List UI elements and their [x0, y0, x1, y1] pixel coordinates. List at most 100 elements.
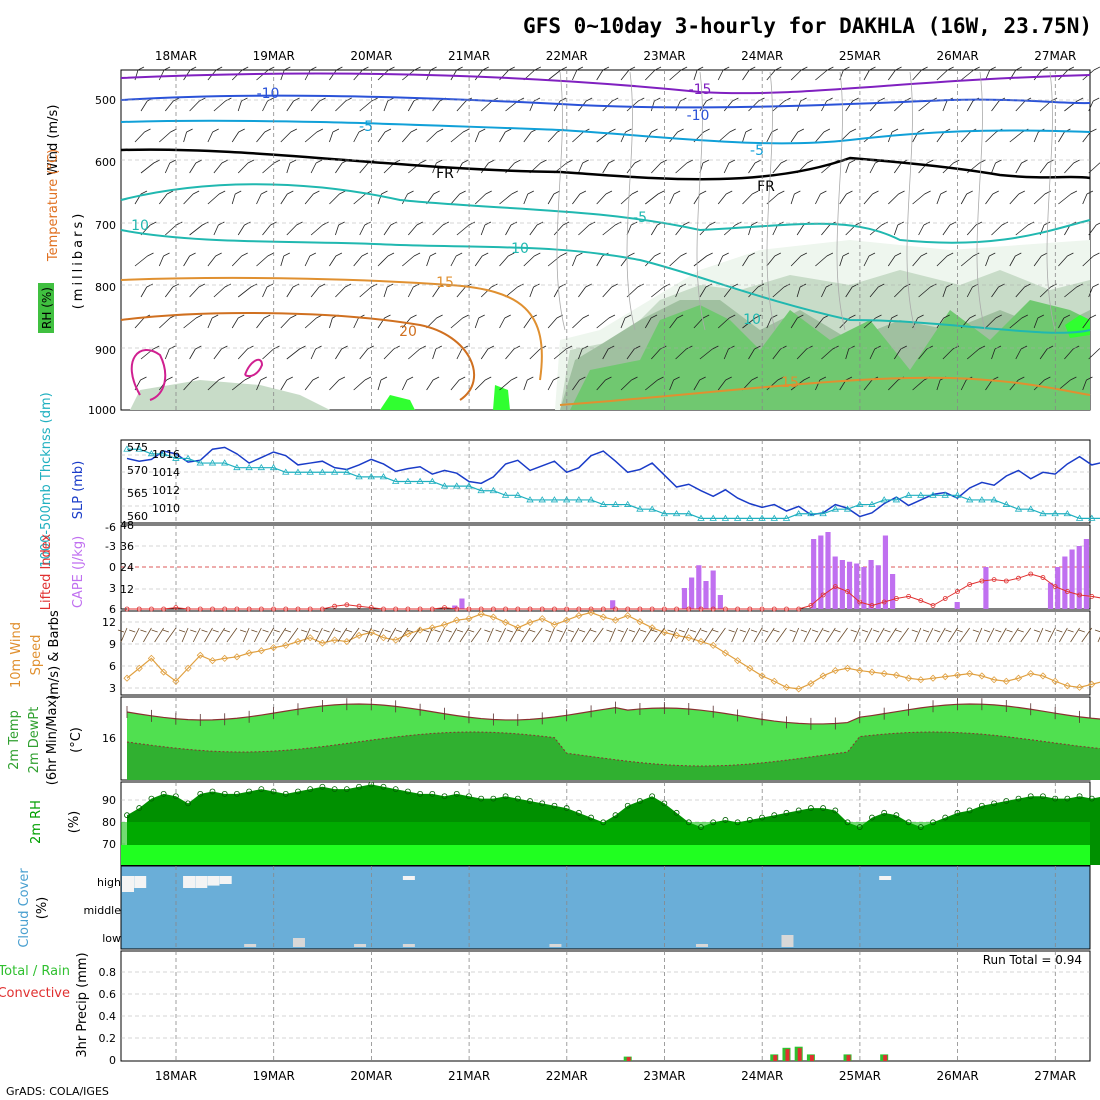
wind-barb — [450, 128, 470, 143]
lifted-index-marker — [1003, 578, 1009, 584]
wind-barb — [353, 128, 366, 143]
rh-marker — [392, 786, 399, 793]
rh-marker — [1015, 795, 1022, 802]
wind-barb — [766, 252, 781, 267]
thickness-marker — [184, 454, 192, 461]
wind-barb-10m — [712, 627, 726, 643]
wind10-series-layer — [117, 608, 1100, 693]
thickness-marker — [269, 463, 278, 471]
wind-barb — [547, 66, 568, 81]
wind-speed-marker — [428, 624, 436, 632]
wind-barb — [675, 345, 693, 360]
wind-barb — [286, 97, 300, 112]
cape-bar — [832, 556, 838, 609]
wind-barb — [262, 221, 277, 236]
tick-label: 700 — [95, 219, 116, 232]
wind-barb — [280, 66, 291, 81]
wind-speed-marker — [404, 630, 412, 638]
thickness-marker — [404, 477, 412, 484]
precip-panel — [120, 950, 1091, 1062]
thickness-marker — [611, 500, 620, 507]
thickness-marker — [892, 496, 901, 503]
wind-barb-10m — [262, 627, 274, 643]
wind-barb — [159, 128, 177, 143]
rh-marker — [624, 802, 631, 809]
wind-barb — [474, 128, 486, 143]
thickness-marker — [489, 486, 498, 494]
wind-speed-marker — [538, 615, 546, 623]
cloud-high-bar — [134, 876, 147, 888]
wind-barb — [966, 345, 986, 360]
ylabel-cape: CAPE (J/kg) — [71, 536, 86, 608]
wind-barb — [280, 252, 290, 267]
ylabel-t2m-1: 2m Temp — [7, 710, 22, 770]
wind-barb — [450, 190, 466, 205]
tick-label: 24 — [120, 561, 134, 574]
wind-barb — [1088, 97, 1100, 112]
wind-barb — [742, 314, 762, 329]
rh-marker — [930, 819, 936, 826]
wind-barb — [329, 190, 346, 205]
lifted-index-marker — [979, 578, 985, 584]
tick-label: 6 — [109, 660, 116, 673]
rh-marker — [600, 819, 607, 826]
rh-legend-swatch — [38, 283, 54, 333]
date-label-bottom: 23MAR — [643, 1069, 685, 1083]
rh-isoline — [976, 71, 986, 331]
wind-barb — [790, 128, 805, 143]
wind-barb — [863, 190, 879, 205]
wind-speed-marker — [208, 657, 217, 665]
wind-barb — [693, 314, 710, 329]
wind-barb — [189, 221, 209, 236]
wind-barb — [329, 66, 343, 81]
wind-barb — [699, 97, 713, 112]
wind-barb — [602, 159, 615, 174]
wind-barb — [1009, 190, 1025, 205]
wind-barb — [942, 283, 953, 298]
wind-barb — [578, 345, 589, 360]
ylabel-slp: SLP (mb) — [71, 461, 86, 520]
wind-barb — [839, 190, 853, 205]
wind-barb — [1033, 66, 1049, 81]
wind-barb — [280, 376, 293, 391]
wind-barb — [456, 221, 476, 236]
rh-marker — [148, 795, 155, 802]
thickness-marker — [1039, 510, 1047, 517]
cape-bar — [954, 602, 960, 609]
rh-marker — [698, 824, 704, 830]
thickness-marker — [733, 514, 742, 521]
thickness-marker — [465, 482, 473, 489]
wind-speed-marker — [563, 616, 571, 624]
dewpt-fill — [127, 732, 1100, 780]
rh-marker — [295, 788, 301, 795]
wind-barb — [887, 314, 898, 329]
contour-label: -15 — [689, 82, 712, 98]
lifted-index-marker — [527, 606, 533, 612]
wind-speed-marker — [306, 634, 314, 642]
wind-barb-10m — [273, 627, 287, 643]
rh-isoline — [626, 71, 636, 331]
thickness-marker — [208, 459, 217, 466]
wind-barb — [796, 345, 813, 360]
ylabel-wind10-1: 10m Wind — [9, 622, 24, 688]
wind-barb — [620, 314, 632, 329]
wind-barb — [887, 252, 902, 267]
wind-barb — [553, 97, 567, 112]
wind-barb-10m — [689, 627, 702, 643]
wind-barb — [1082, 252, 1100, 267]
wind-barb — [790, 190, 801, 205]
contour-label: 15 — [781, 375, 799, 391]
wind-speed-marker — [465, 615, 473, 623]
wind-barb — [815, 252, 834, 267]
wind-barb — [304, 190, 320, 205]
temp-line — [126, 703, 1100, 725]
wind-speed-marker — [892, 671, 900, 679]
wind-barb — [651, 283, 670, 298]
lifted-index-marker — [356, 603, 362, 609]
wind-speed-marker — [233, 653, 241, 661]
chart-title: GFS 0~10day 3-hourly for DAKHLA (16W, 23… — [523, 14, 1092, 38]
wind-barb-10m — [922, 627, 934, 643]
wind-barb — [772, 345, 787, 360]
wind-barb — [207, 128, 219, 143]
wind-barb — [499, 314, 511, 329]
